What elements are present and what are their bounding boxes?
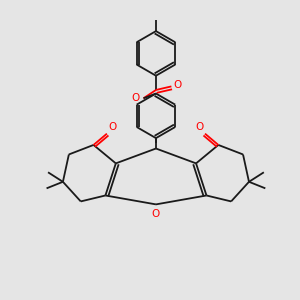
Text: O: O: [109, 122, 117, 132]
Text: O: O: [174, 80, 182, 90]
Text: O: O: [132, 93, 140, 103]
Text: O: O: [152, 208, 160, 219]
Text: O: O: [195, 122, 203, 132]
